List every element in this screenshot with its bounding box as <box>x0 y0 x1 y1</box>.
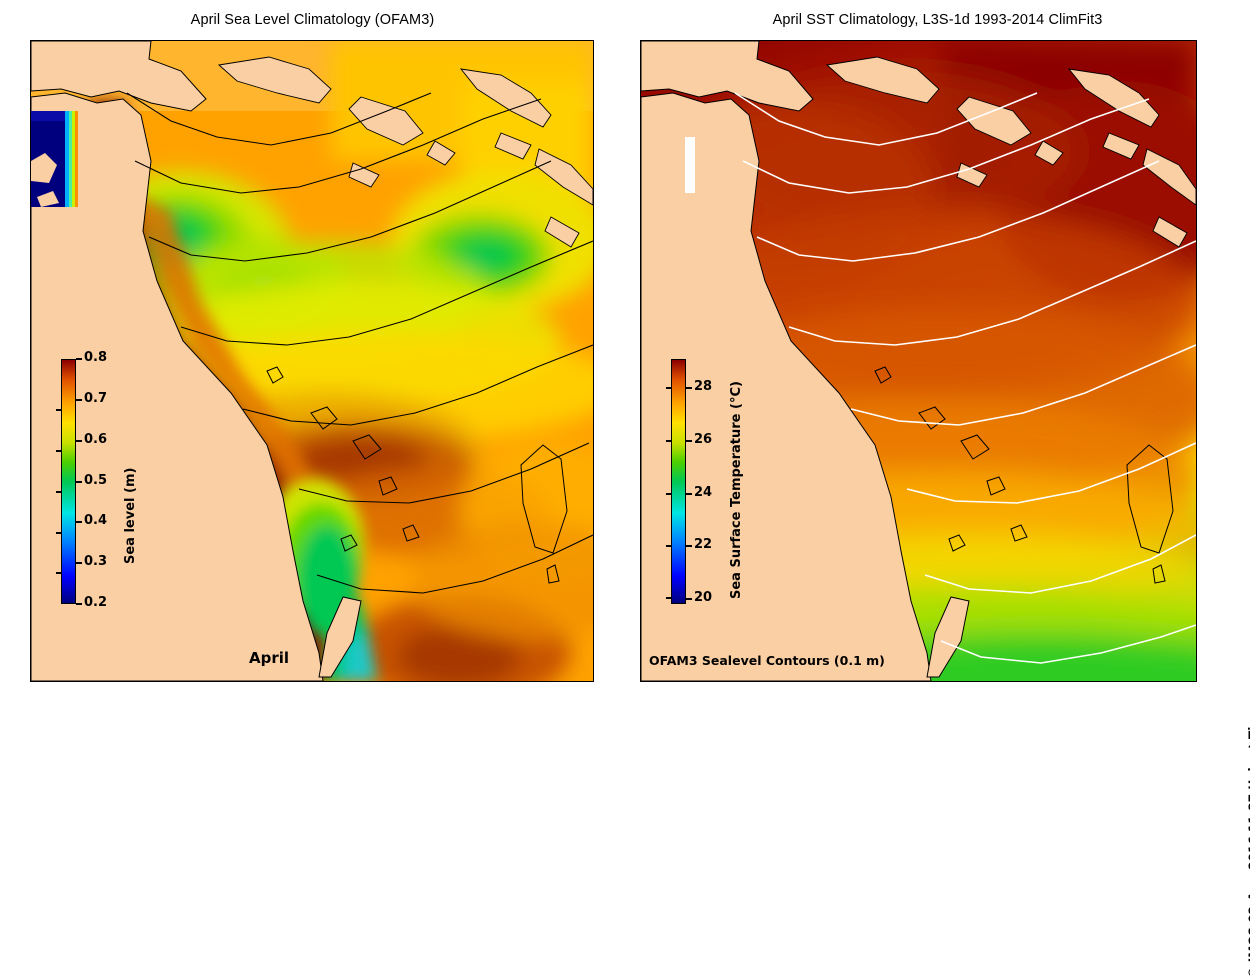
contour-annotation: OFAM3 Sealevel Contours (0.1 m) <box>649 653 885 668</box>
panel-sea-level: April Sea Level Climatology (OFAM3) <box>0 0 625 720</box>
colorbar-gradient <box>61 359 76 604</box>
panel-sst: April SST Climatology, L3S-1d 1993-2014 … <box>625 0 1250 720</box>
colorbar-gradient <box>671 359 686 604</box>
panel-title-sea-level: April Sea Level Climatology (OFAM3) <box>190 12 435 28</box>
cbar-tick-label: 26 <box>694 432 713 448</box>
cbar-tick-label: 0.3 <box>84 554 108 570</box>
cbar-tick-label: 0.6 <box>84 431 108 447</box>
credit-text: © IMOS 02-Aug-2016 11:37 Hobart Time <box>1246 706 1250 978</box>
cbar-tick-label: 0.5 <box>84 472 108 488</box>
colorbar-title: Sea Surface Temperature (°C) <box>729 381 744 599</box>
map-sst[interactable]: -7 -9 -11 -13 -15 -17 -19 -21 -23 -25 -2… <box>640 40 1197 682</box>
cbar-tick-label: 0.2 <box>84 595 108 610</box>
sst-field <box>641 41 1196 681</box>
colorbar-title: Sea level (m) <box>123 467 138 564</box>
month-annotation: April <box>249 649 290 667</box>
sealevel-contours <box>734 92 1196 664</box>
coastal-artifact <box>31 111 78 207</box>
cbar-tick-label: 0.4 <box>84 513 108 529</box>
panel-title-sst: April SST Climatology, L3S-1d 1993-2014 … <box>772 12 1103 28</box>
cbar-tick-label: 22 <box>694 537 713 553</box>
cbar-tick-label: 24 <box>694 484 713 500</box>
cbar-tick-label: 0.8 <box>84 350 108 365</box>
sea-level-field <box>31 41 593 681</box>
cbar-tick-label: 28 <box>694 379 713 395</box>
cbar-tick-label: 0.7 <box>84 390 108 406</box>
cbar-tick-label: 20 <box>694 590 713 606</box>
map-sea-level[interactable]: -7 -9 -11 -13 -15 -17 -19 -21 -23 -25 -2… <box>30 40 594 682</box>
